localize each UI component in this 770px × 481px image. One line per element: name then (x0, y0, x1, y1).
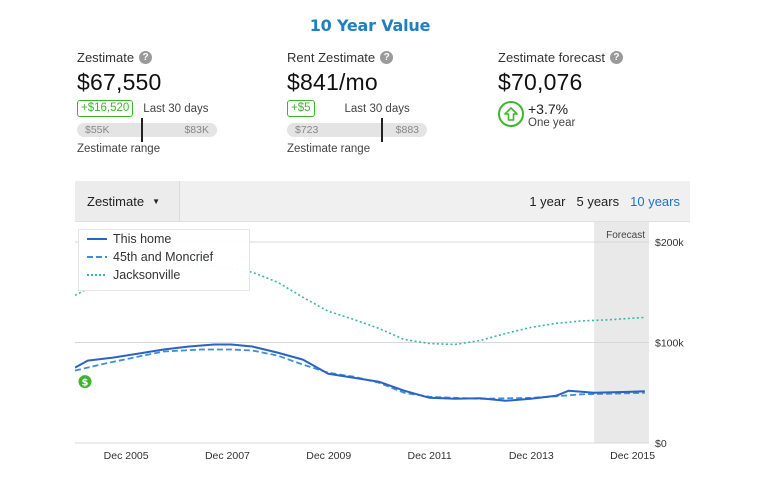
metric-dropdown[interactable]: Zestimate ▼ (75, 181, 180, 221)
range-high: $883 (395, 124, 419, 136)
zestimate-change-period: Last 30 days (143, 102, 209, 115)
range-tabs: 1 year 5 years 10 years (529, 181, 680, 221)
metric-dropdown-label: Zestimate (87, 193, 145, 209)
dashed-line-icon (87, 256, 107, 258)
y-tick-label: $0 (655, 438, 667, 450)
forecast-label: Zestimate forecast (498, 50, 605, 65)
dollar-icon: $ (82, 378, 89, 389)
forecast-label: Forecast (606, 230, 645, 241)
zestimate-range-bar: $55K $83K (77, 118, 217, 142)
range-high: $83K (184, 124, 209, 136)
sale-marker-icon (78, 375, 92, 389)
solid-line-icon (87, 238, 107, 240)
x-tick-label: Dec 2013 (509, 450, 554, 462)
zestimate-label: Zestimate (77, 50, 135, 65)
help-icon[interactable]: ? (380, 51, 394, 64)
dotted-line-icon (87, 274, 107, 276)
x-tick-label: Dec 2009 (306, 450, 351, 462)
range-tab-10-years[interactable]: 10 years (630, 193, 680, 209)
help-icon[interactable]: ? (139, 51, 153, 64)
zestimate-value: $67,550 (77, 69, 162, 95)
value-chart: Forecast $200k $100k $0 Dec 2005 Dec 2007 Dec … (75, 222, 684, 462)
range-tab-1-year[interactable]: 1 year (529, 193, 566, 209)
help-icon[interactable]: ? (609, 51, 623, 64)
rent-label: Rent Zestimate (287, 50, 376, 65)
chart-toolbar: Zestimate ▼ 1 year 5 years 10 years (75, 181, 690, 222)
y-tick-label: $200k (655, 237, 684, 249)
page-title: 10 Year Value (309, 16, 431, 35)
rent-change-badge: +$5 (287, 100, 315, 117)
forecast-value: $70,076 (498, 69, 583, 95)
forecast-pct: +3.7% (528, 101, 569, 117)
legend-item-neighborhood[interactable]: 45th and Moncrief (79, 248, 249, 266)
x-tick-label: Dec 2007 (205, 450, 250, 462)
rent-range-bar: $723 $883 (287, 118, 427, 142)
rent-panel: Rent Zestimate ? $841/mo +$5 Last 30 day… (287, 50, 427, 155)
range-marker (381, 118, 383, 142)
legend-item-this-home[interactable]: This home (79, 230, 249, 248)
zestimate-change-badge: +$16,520 (77, 100, 134, 117)
legend-item-city[interactable]: Jacksonville (79, 266, 249, 284)
forecast-panel: Zestimate forecast ? $70,076 +3.7% One y… (498, 50, 623, 129)
range-low: $723 (295, 124, 319, 136)
range-caption: Zestimate range (287, 143, 371, 155)
series-line-45th-and-moncrief (75, 348, 645, 400)
legend-label: Jacksonville (113, 268, 181, 282)
range-marker (141, 118, 143, 142)
zestimate-panel: Zestimate ? $67,550 +$16,520 Last 30 day… (77, 50, 217, 155)
range-tab-5-years[interactable]: 5 years (576, 193, 620, 209)
rent-change-period: Last 30 days (344, 102, 410, 115)
forecast-band (594, 222, 649, 443)
x-tick-label: Dec 2011 (408, 450, 452, 462)
chart-legend: This home 45th and Moncrief Jacksonville (78, 229, 250, 291)
legend-label: 45th and Moncrief (113, 250, 214, 264)
forecast-period: One year (528, 117, 576, 129)
range-low: $55K (85, 124, 110, 136)
rent-value: $841/mo (287, 69, 378, 95)
range-caption: Zestimate range (77, 143, 161, 155)
series-line-this-home (75, 343, 645, 402)
caret-down-icon: ▼ (152, 196, 160, 206)
x-tick-label: Dec 2005 (104, 450, 149, 462)
y-tick-label: $100k (655, 338, 684, 350)
arrow-up-icon (498, 101, 524, 127)
zestimate-label-row: Zestimate ? (77, 50, 217, 65)
legend-label: This home (113, 232, 172, 246)
x-tick-label: Dec 2015 (610, 450, 655, 462)
